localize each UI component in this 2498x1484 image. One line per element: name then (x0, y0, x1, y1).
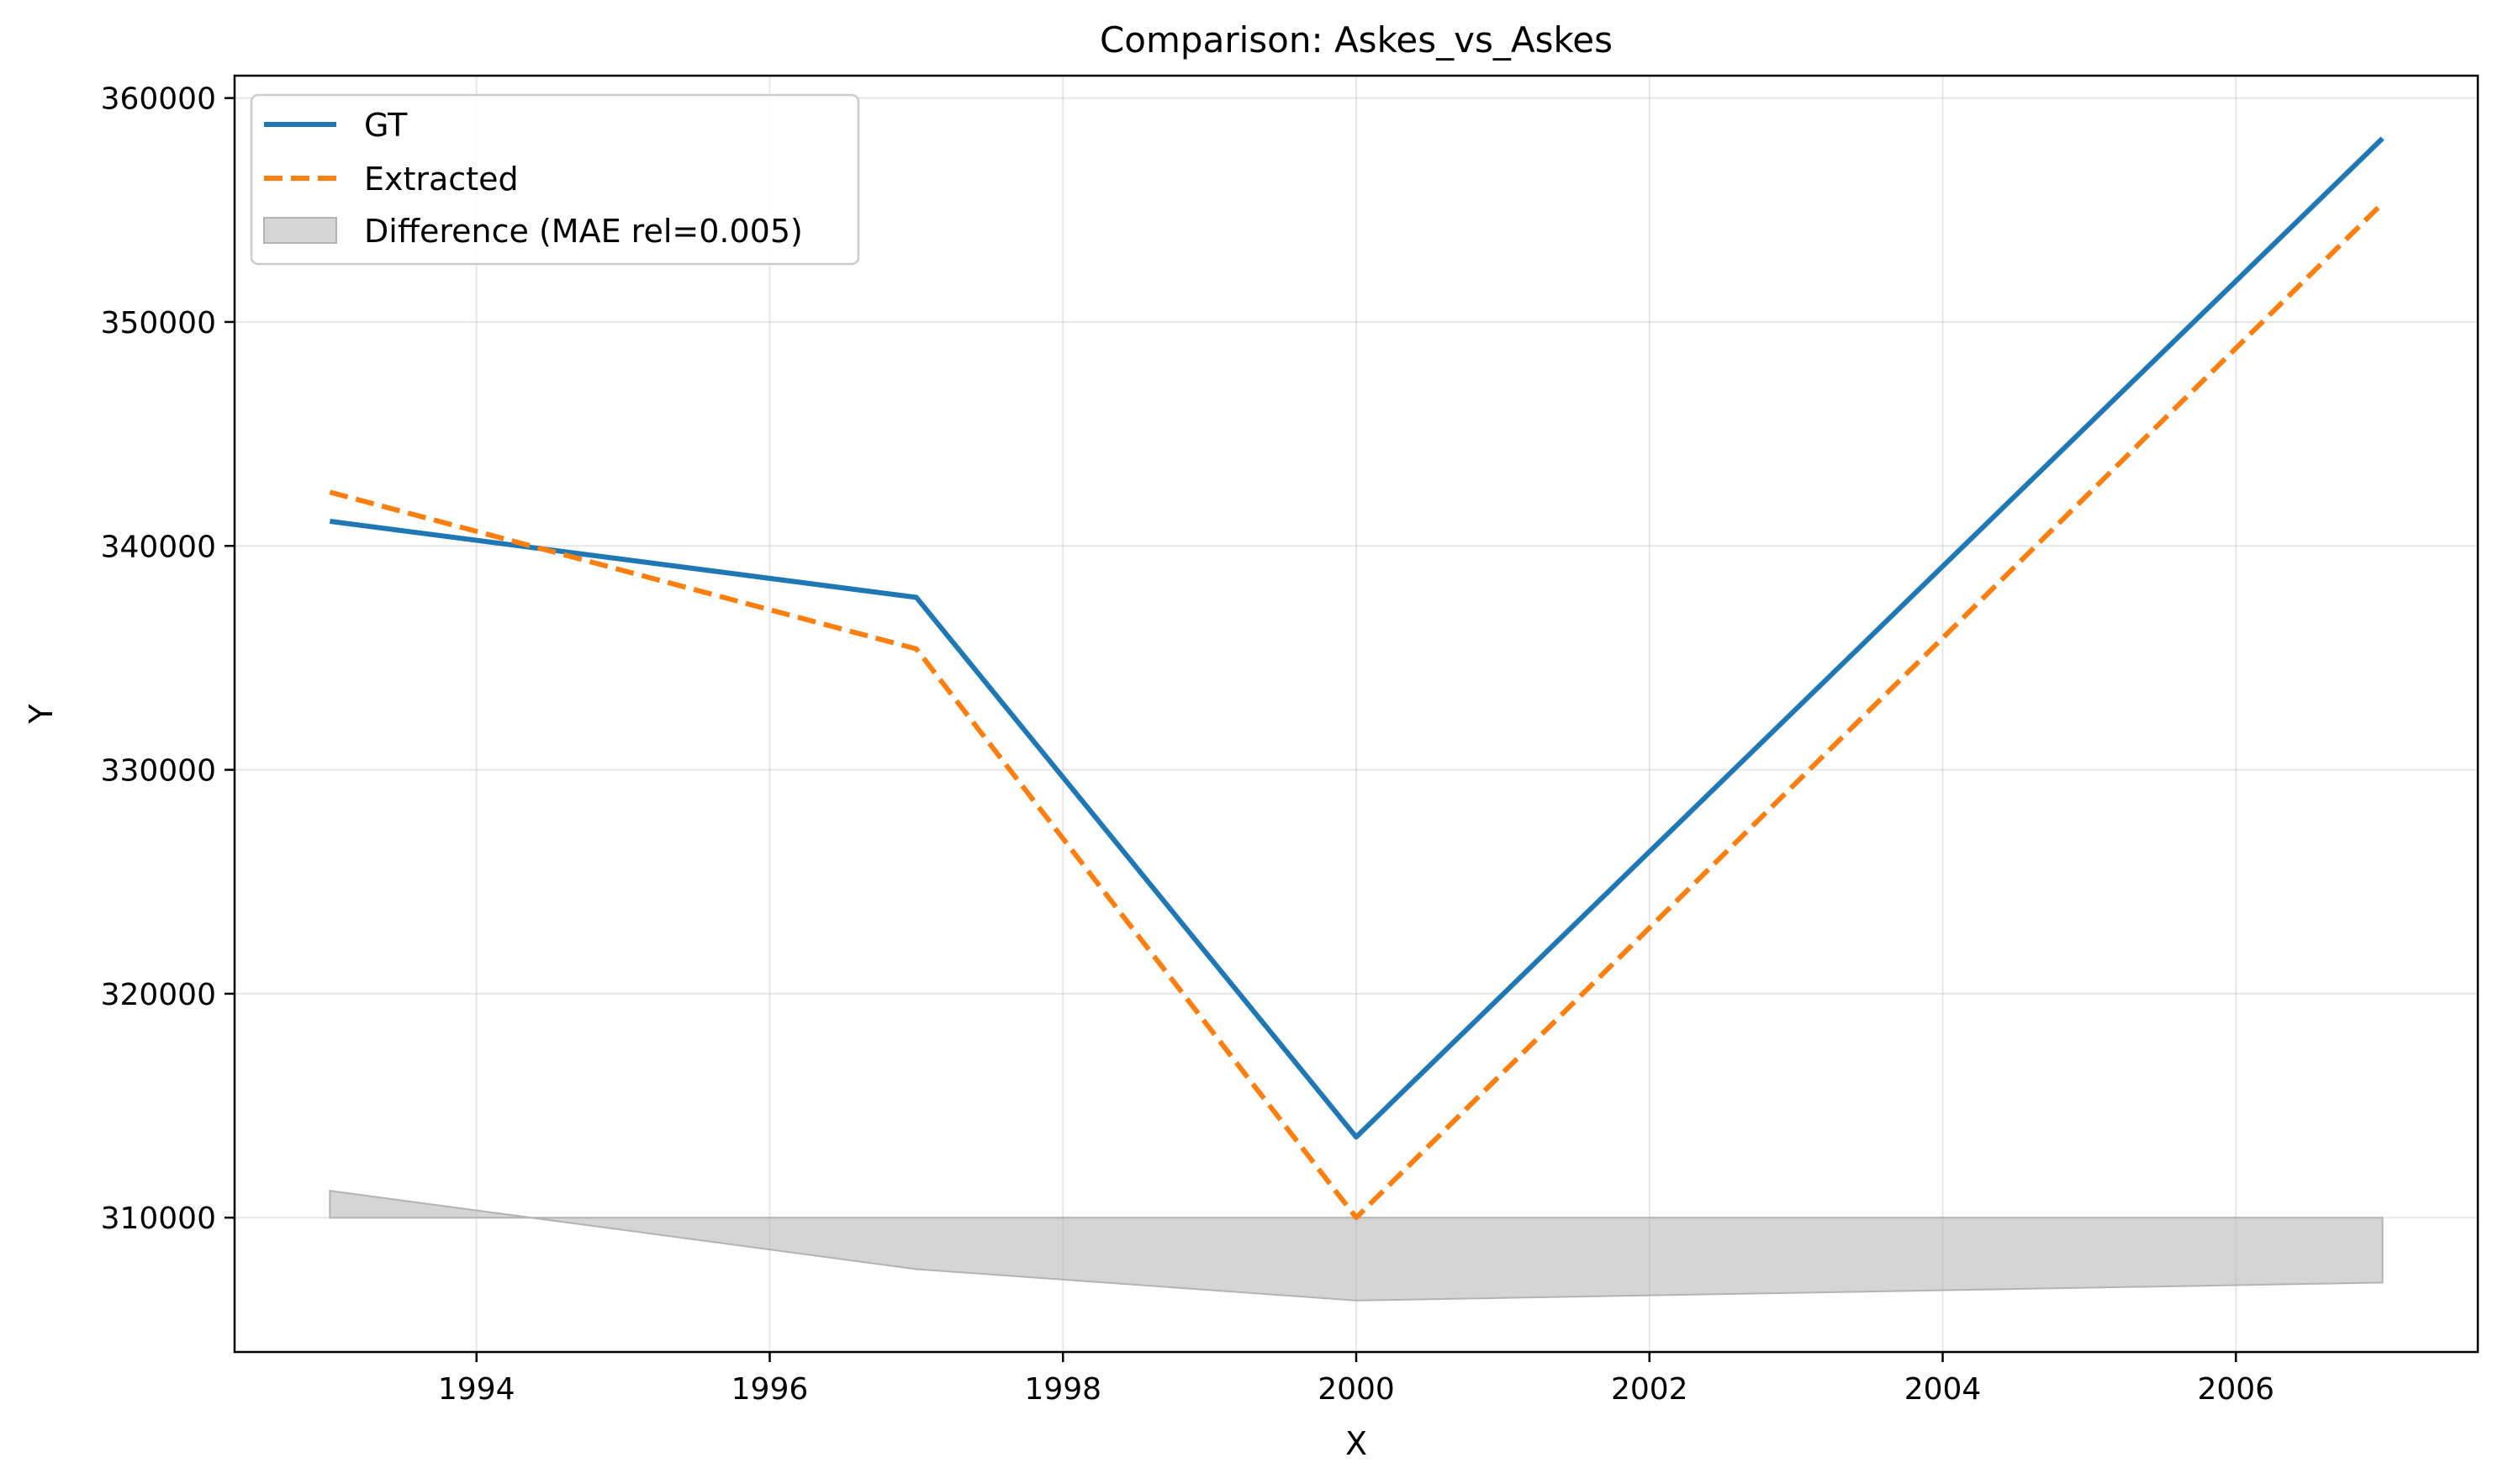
legend-difference-swatch (263, 217, 337, 244)
series-line-extracted (329, 201, 2384, 1221)
y-axis-ticks: 310000 320000 330000 340000 350000 360000 (101, 82, 235, 1236)
legend: GT Extracted Difference (MAE rel=0.005) (250, 93, 860, 266)
y-tick-label: 360000 (101, 82, 216, 117)
x-tick-label: 1998 (1024, 1372, 1101, 1407)
x-axis-label: X (1345, 1425, 1367, 1462)
legend-box (250, 93, 860, 266)
chart-title: Comparison: Askes_vs_Askes (1100, 19, 1613, 61)
y-tick-label: 350000 (101, 306, 216, 341)
x-axis-ticks: 1994 1996 1998 2000 2002 2004 2006 (438, 1352, 2274, 1407)
legend-gt-label: GT (364, 107, 408, 144)
y-tick-label: 310000 (101, 1201, 216, 1236)
y-tick-label: 330000 (101, 754, 216, 789)
legend-difference-label: Difference (MAE rel=0.005) (364, 213, 803, 250)
x-tick-label: 1994 (438, 1372, 515, 1407)
difference-area-layer (329, 1190, 2384, 1302)
x-tick-label: 2002 (1611, 1372, 1688, 1407)
x-tick-label: 2006 (2197, 1372, 2274, 1407)
y-tick-label: 340000 (101, 530, 216, 564)
x-tick-label: 2004 (1904, 1372, 1982, 1407)
series-layer (329, 136, 2384, 1221)
legend-extracted-label: Extracted (364, 161, 519, 198)
x-tick-label: 2000 (1318, 1372, 1395, 1407)
x-tick-label: 1996 (731, 1372, 809, 1407)
series-line-gt (329, 136, 2384, 1140)
y-tick-label: 320000 (101, 978, 216, 1012)
y-axis-label: Y (23, 704, 60, 725)
difference-area (329, 1190, 2384, 1302)
